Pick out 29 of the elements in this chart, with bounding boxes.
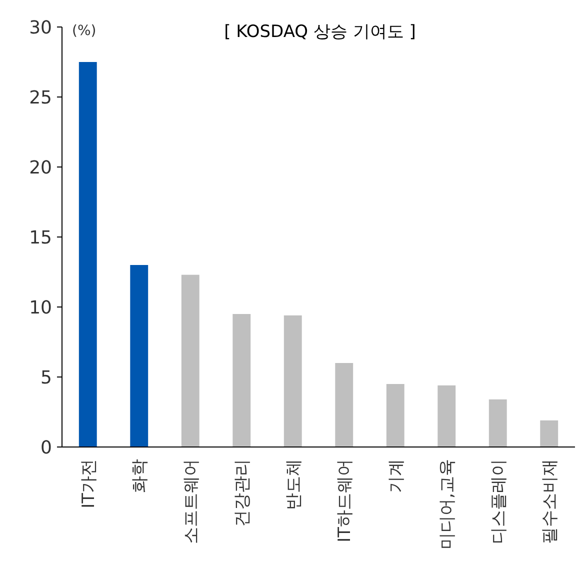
y-tick-label: 10 (29, 297, 52, 318)
bar (181, 274, 200, 447)
y-tick-label: 0 (40, 437, 52, 458)
x-tick-label: 미디어,교육 (438, 459, 458, 550)
x-tick-label: 디스플레이 (488, 459, 509, 544)
bar (284, 315, 302, 447)
bar (232, 314, 251, 447)
bar (438, 385, 456, 447)
x-tick-label: 필수소비재 (540, 459, 560, 544)
bar (78, 62, 97, 447)
chart-title: [ KOSDAQ 상승 기여도 ] (224, 22, 416, 42)
bar (386, 384, 404, 447)
x-tick-label: IT가전 (78, 459, 99, 508)
bar (130, 265, 148, 447)
x-tick-label: 화학 (130, 459, 150, 493)
x-tick-label: 기계 (386, 459, 406, 493)
y-tick-label: 15 (29, 227, 52, 248)
x-tick-label: 반도체 (284, 459, 304, 510)
bar (488, 399, 507, 447)
y-tick-label: 20 (29, 157, 52, 178)
bar (540, 420, 558, 447)
y-axis-title: (%) (72, 23, 96, 39)
x-tick-label: IT하드웨어 (335, 459, 356, 542)
y-tick-label: 5 (40, 367, 52, 388)
x-tick-label: 건강관리 (232, 459, 253, 527)
y-tick-label: 30 (29, 17, 52, 38)
y-tick-label: 25 (29, 87, 52, 108)
x-tick-label: 소프트웨어 (181, 459, 202, 544)
bar (335, 363, 354, 447)
